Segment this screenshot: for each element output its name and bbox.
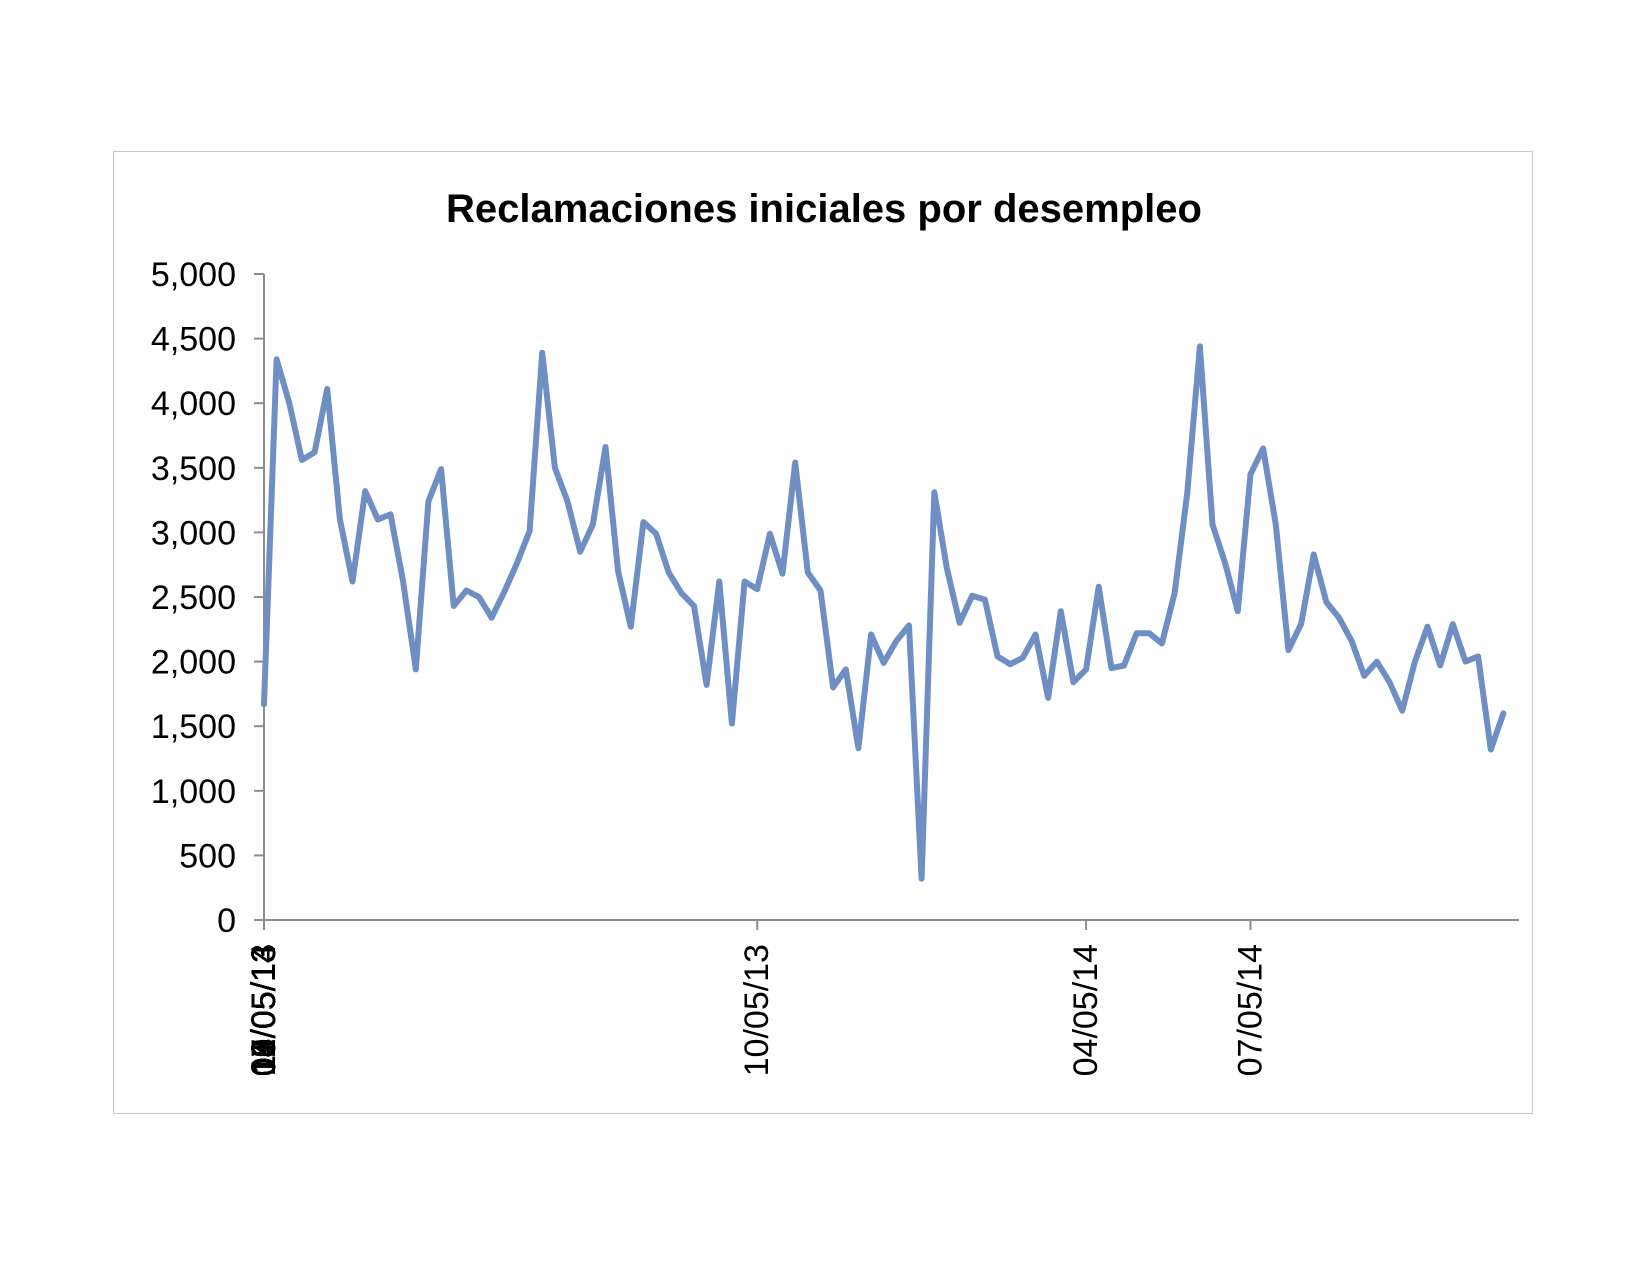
y-tick-label: 4,500 [151,321,236,359]
x-tick-label: 06/05/14 [245,944,283,1076]
x-axis-ticks: 01/05/1302/05/1303/05/1304/05/1305/05/13… [245,920,1269,1076]
y-axis-ticks: 0 500 1,000 1,500 2,000 2,500 3,000 3,500 4,000 4… [151,256,264,940]
y-tick-label: 4,000 [151,385,236,423]
x-tick-label: 03/05/13 [245,944,283,1076]
x-tick-label: 08/05/13 [245,944,283,1076]
chart-title: Reclamaciones iniciales por desempleo [446,187,1202,231]
x-tick-label: 01/05/14 [245,944,283,1076]
x-tick-label: 03/05/14 [245,944,283,1076]
x-tick-label: 10/05/13 [738,944,776,1076]
y-tick-label: 3,500 [151,450,236,488]
x-tick-label: 05/05/14 [245,944,283,1076]
x-tick-label: 11/05/14 [245,944,283,1074]
x-tick-label: 04/05/13 [245,944,283,1076]
y-tick-label: 3,000 [151,514,236,552]
x-tick-label: 09/05/13 [245,944,283,1076]
x-tick-label: 02/05/14 [245,944,283,1076]
x-tick-label: 04/05/14 [1067,944,1105,1076]
x-tick-label: 07/05/13 [245,944,283,1076]
x-tick-label: 09/05/14 [245,944,283,1076]
series-group [261,343,1507,882]
x-tick-label: 07/05/14 [1231,944,1269,1076]
x-tick-label: 02/05/13 [245,944,283,1076]
y-tick-label: 500 [179,837,236,875]
x-tick-label: 12/05/13 [245,944,283,1076]
x-tick-label: 11/05/13 [245,944,283,1074]
x-tick-label: 08/05/14 [245,944,283,1076]
y-tick-label: 2,500 [151,579,236,617]
x-tick-label: 10/05/14 [245,944,283,1076]
y-tick-label: 0 [217,902,236,940]
x-tick-label: 06/05/13 [245,944,283,1076]
x-tick-label: 01/05/13 [245,944,283,1076]
x-tick-label: 05/05/13 [245,944,283,1076]
y-tick-label: 2,000 [151,644,236,682]
series-line [261,343,1507,882]
y-tick-label: 1,500 [151,708,236,746]
line-chart: Reclamaciones iniciales por desempleo 05… [151,187,1519,1076]
y-tick-label: 1,000 [151,773,236,811]
y-tick-label: 5,000 [151,256,236,294]
